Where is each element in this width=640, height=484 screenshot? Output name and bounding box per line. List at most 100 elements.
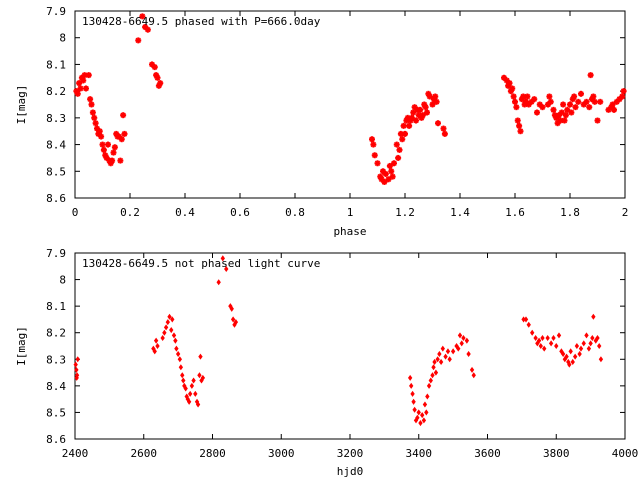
chart-title: 130428-6649.5 not phased light curve — [82, 257, 320, 270]
y-tick-label: 8.6 — [46, 433, 66, 446]
data-point — [195, 401, 201, 408]
data-point — [594, 117, 601, 124]
y-tick-label: 8.1 — [46, 300, 66, 313]
data-point — [510, 93, 517, 100]
data-point — [411, 398, 416, 405]
x-tick-label: 2800 — [199, 447, 226, 460]
data-point — [581, 340, 586, 347]
data-point — [432, 93, 439, 100]
x-tick-label: 0.4 — [175, 206, 195, 219]
data-point — [591, 313, 596, 320]
data-point — [611, 106, 617, 113]
data-point — [587, 72, 594, 79]
chart-title: 130428-6649.5 phased with P=666.0day — [82, 15, 321, 28]
x-axis-label: phase — [333, 225, 366, 238]
data-point — [456, 345, 461, 352]
data-point — [87, 96, 94, 103]
data-point — [568, 109, 575, 116]
data-point — [167, 313, 172, 320]
data-point — [389, 173, 396, 180]
data-point — [74, 90, 81, 97]
data-point — [431, 364, 436, 371]
data-point — [230, 316, 236, 323]
y-tick-label: 8.4 — [46, 380, 66, 393]
data-point — [410, 109, 417, 116]
x-tick-label: 0.8 — [285, 206, 305, 219]
data-point — [180, 372, 185, 379]
unphased-light-curve-panel: 2400 2600 2800 3000 3200 3400 3600 3800 4000 7.9 8… — [15, 247, 638, 478]
data-point — [430, 372, 435, 379]
data-point — [459, 340, 464, 347]
data-point — [162, 329, 167, 336]
data-point — [98, 133, 105, 140]
data-point — [417, 106, 424, 113]
data-point — [457, 332, 463, 339]
data-point — [416, 409, 421, 416]
data-point — [571, 93, 578, 100]
data-point — [547, 98, 554, 105]
x-tick-label: 2600 — [131, 447, 158, 460]
data-point — [450, 348, 456, 355]
data-point — [110, 149, 117, 156]
y-tick-label: 8.1 — [46, 58, 66, 71]
data-point — [471, 372, 476, 379]
data-point — [425, 393, 430, 400]
data-point — [523, 316, 529, 323]
data-point — [533, 335, 538, 342]
data-point — [92, 120, 99, 127]
data-point — [609, 101, 616, 108]
phased-light-curve-panel: 0 0.2 0.4 0.6 0.8 1 1.2 1.4 1.6 1.8 2 7.9 8 8.1 8.2 8.3… — [15, 5, 628, 238]
data-point — [174, 345, 179, 352]
data-point — [418, 420, 423, 427]
data-point — [413, 117, 419, 124]
data-point — [120, 112, 127, 119]
data-point — [438, 358, 444, 365]
data-point — [171, 332, 177, 339]
data-point — [200, 374, 206, 381]
y-tick-label: 8.5 — [46, 165, 66, 178]
data-point — [111, 144, 118, 151]
data-point — [396, 146, 403, 153]
data-point — [560, 101, 567, 108]
data-point — [428, 377, 433, 384]
x-tick-label: 2 — [622, 206, 629, 219]
data-point — [421, 417, 427, 424]
data-point — [99, 141, 106, 148]
data-point — [597, 98, 604, 105]
x-tick-label: 0 — [72, 206, 79, 219]
data-point — [160, 335, 165, 342]
data-point — [551, 335, 556, 342]
x-tick-label: 3000 — [268, 447, 295, 460]
data-point — [154, 74, 161, 81]
data-point — [412, 406, 417, 413]
data-point — [100, 146, 107, 153]
x-tick-label: 3400 — [406, 447, 433, 460]
data-point — [577, 350, 582, 357]
data-point — [198, 353, 203, 360]
data-point — [77, 85, 84, 92]
data-point — [186, 398, 192, 405]
y-tick-label: 7.9 — [46, 247, 66, 260]
data-point — [538, 342, 543, 350]
data-point — [554, 342, 559, 350]
data-point — [91, 114, 98, 121]
y-tick-label: 8 — [59, 32, 66, 45]
data-points — [73, 13, 627, 185]
data-point — [466, 350, 471, 357]
data-point — [435, 356, 440, 363]
data-point — [419, 112, 426, 119]
data-point — [584, 332, 589, 339]
data-point — [516, 122, 523, 129]
data-point — [556, 332, 562, 339]
data-point — [546, 93, 553, 100]
y-axis-label: I[mag] — [15, 85, 28, 125]
data-point — [426, 93, 433, 100]
y-tick-label: 8.5 — [46, 406, 66, 419]
data-point — [514, 117, 521, 124]
data-point — [144, 26, 151, 33]
data-point — [369, 136, 375, 143]
data-point — [73, 361, 78, 368]
y-tick-label: 8 — [59, 274, 66, 287]
data-point — [426, 382, 432, 389]
data-point — [540, 335, 545, 342]
